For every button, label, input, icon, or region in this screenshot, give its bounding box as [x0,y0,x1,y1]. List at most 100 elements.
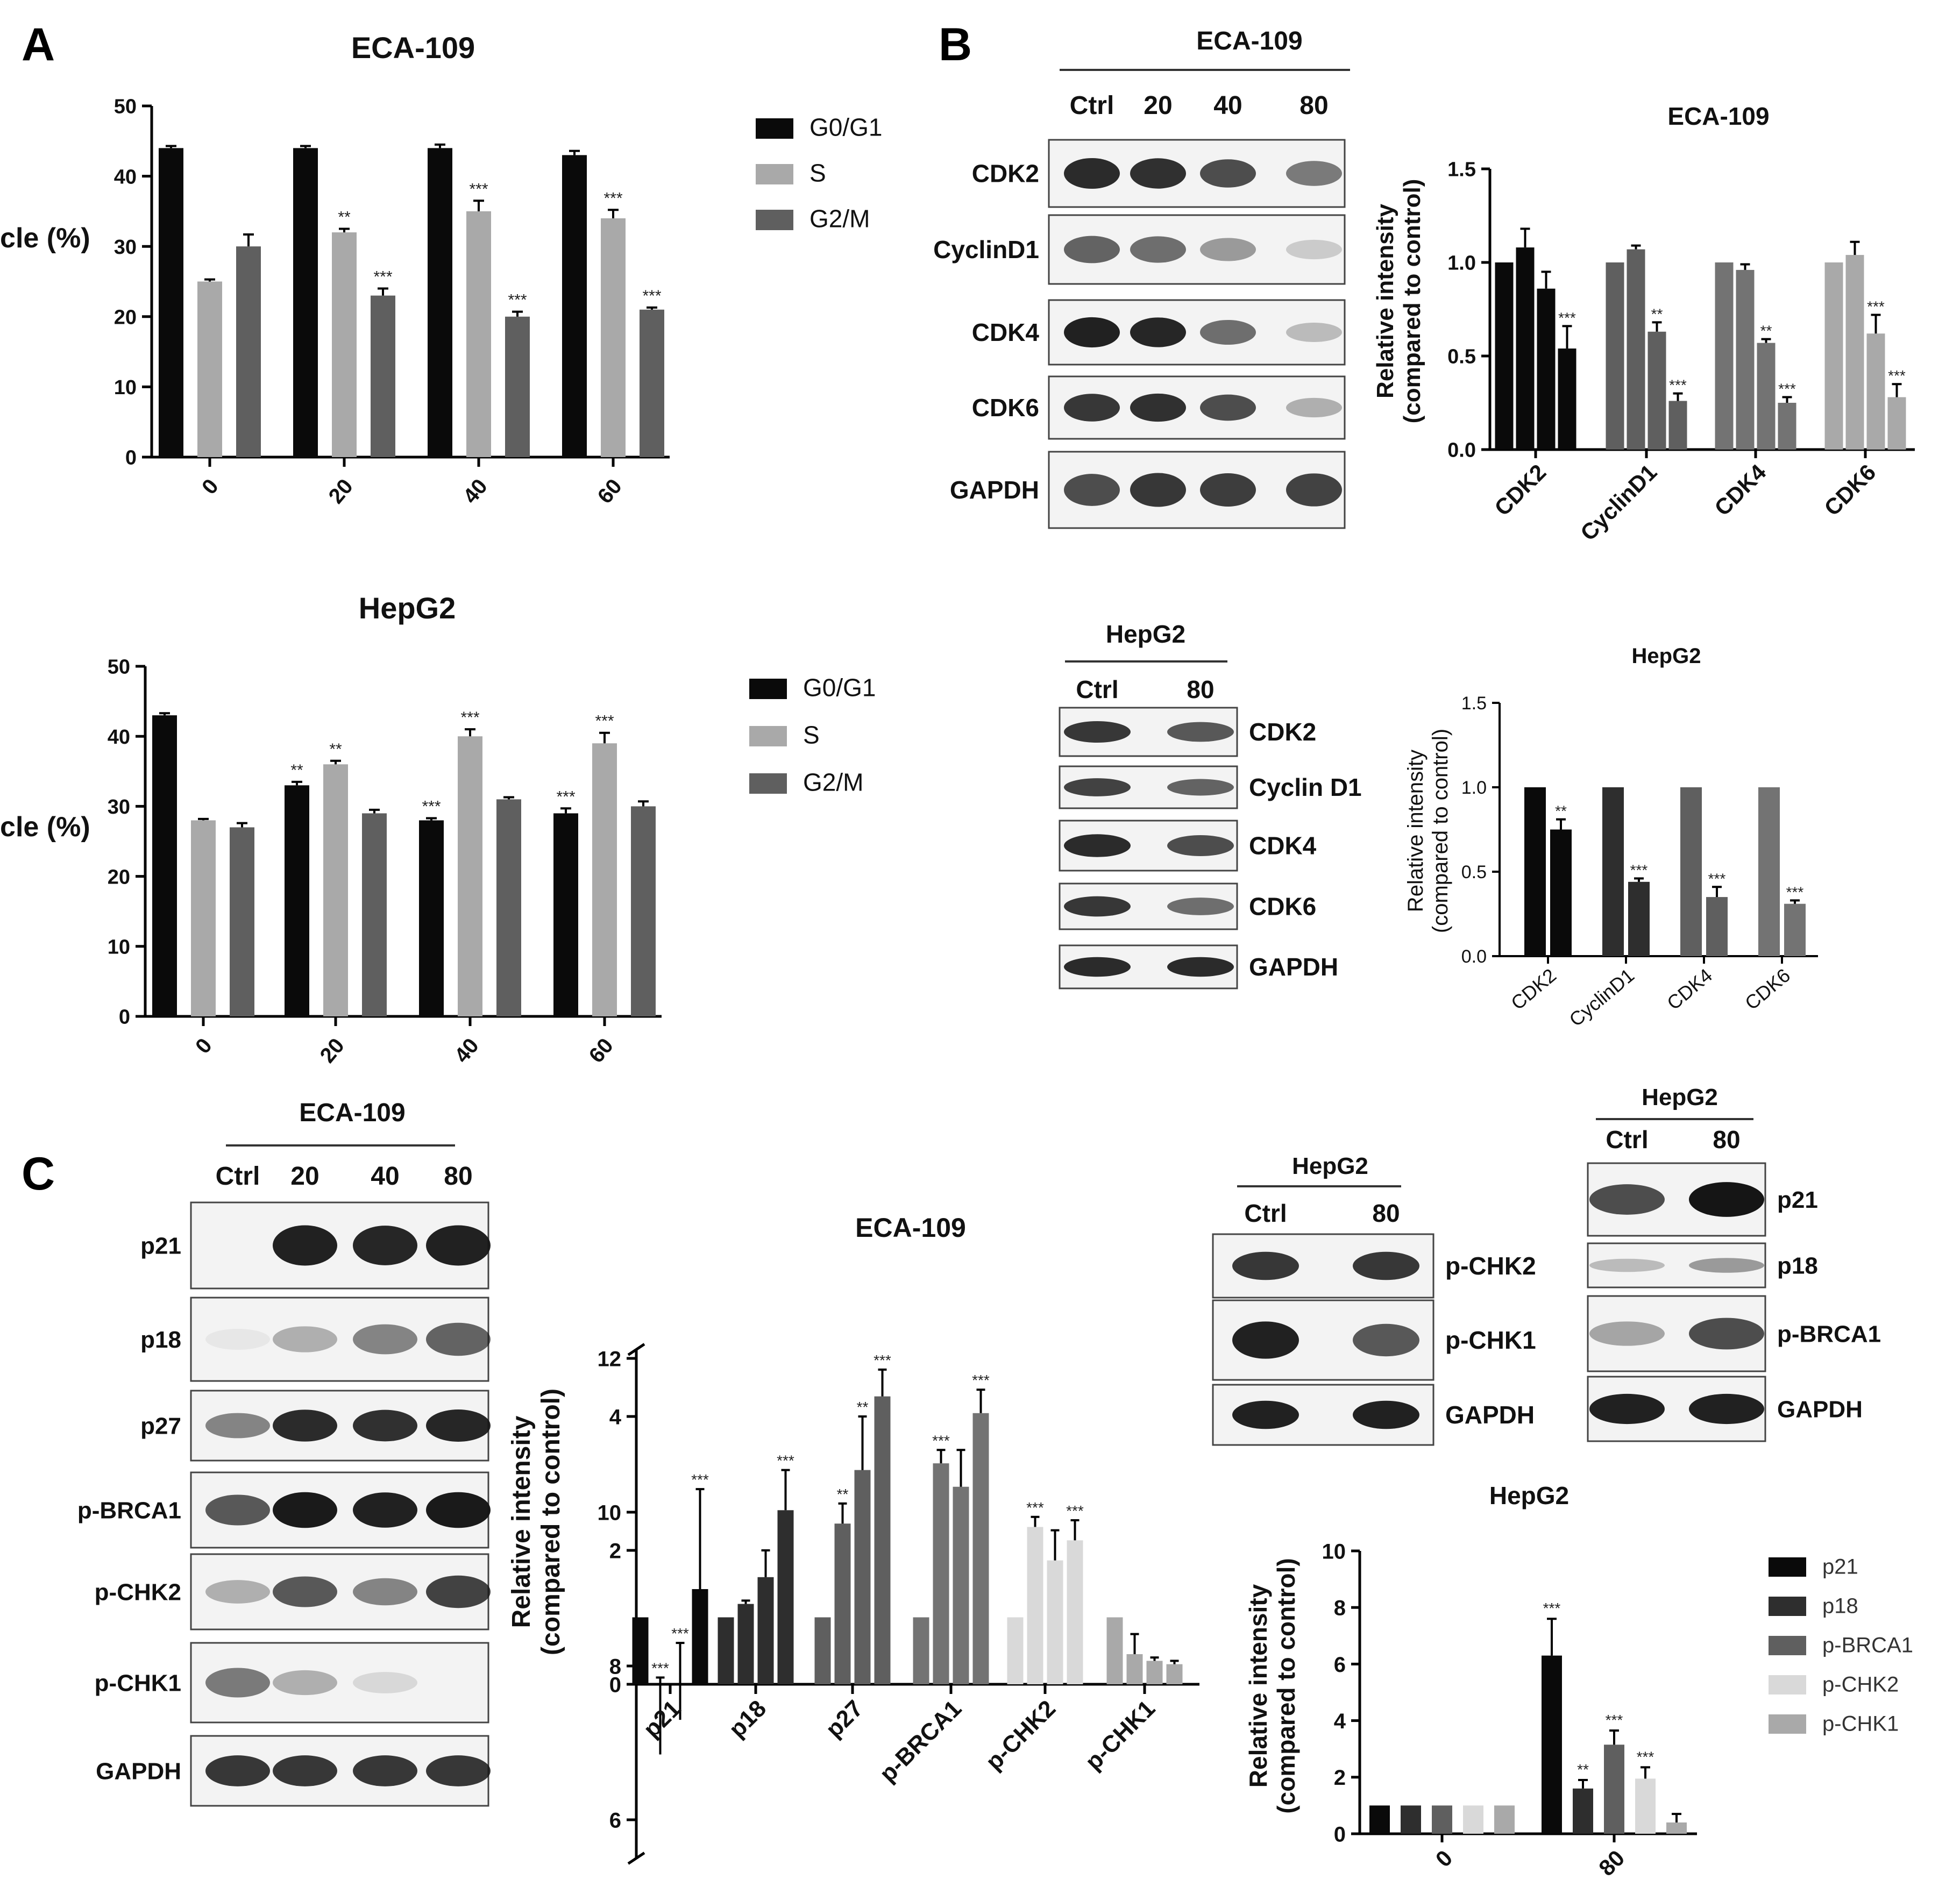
blot-band [1689,1393,1764,1425]
bar [323,764,348,1016]
blot-row-label: CyclinD1 [933,236,1039,264]
x-tick-label: CDK6 [1741,964,1794,1014]
western-blot-hepg2-c2: HepG2 Ctrl 80 p21 p18 p-BRCA1 GAPDH [1587,1084,1881,1442]
blot-band [1286,473,1342,507]
x-tick-label: CyclinD1 [1565,964,1638,1031]
blot-band [1232,1251,1299,1280]
significance-mark: *** [1708,870,1726,887]
bar [874,1396,891,1684]
bar [505,316,530,457]
bar [1606,262,1624,450]
significance-mark: *** [651,1660,669,1676]
bar [419,820,444,1016]
chart-title: HepG2 [1489,1482,1569,1509]
bar [601,218,626,457]
bar [1604,1745,1624,1834]
blot-band [426,1755,491,1786]
significance-mark: *** [1669,377,1687,394]
lane-label: 80 [1187,675,1214,703]
bar [1845,255,1864,450]
significance-mark: *** [972,1372,990,1389]
legend-label: G2/M [809,204,870,232]
y-tick-label: 1.0 [1461,778,1487,798]
blot-band [1200,394,1256,421]
y-axis-label: Relative intensity [507,1415,536,1628]
legend-label: G0/G1 [809,113,883,141]
y-tick-label: 0 [609,1673,621,1697]
blot-band [1232,1321,1299,1359]
bar [1047,1560,1063,1684]
blot-band [1167,835,1234,857]
bar [640,309,664,457]
significance-mark: *** [1786,884,1804,900]
significance-mark: *** [595,713,614,730]
blot-row-label: p18 [140,1327,181,1353]
bar [466,211,491,457]
blot-band [205,1755,270,1786]
significance-mark: ** [837,1486,849,1503]
significance-mark: ** [1651,305,1663,322]
blot-band [1589,1321,1665,1346]
blot-row-label: p-BRCA1 [1777,1321,1881,1347]
x-tick-label: p21 [638,1695,686,1742]
significance-mark: *** [1637,1748,1654,1765]
panel-letter-c: C [22,1148,55,1200]
blot-band [1286,397,1342,418]
y-tick-label: 20 [114,306,137,329]
lane-label: 80 [444,1162,472,1191]
x-tick-label: p27 [821,1695,868,1742]
legend-label: p18 [1822,1594,1858,1618]
lane-label: 80 [1372,1199,1400,1227]
blot-band [1167,722,1234,742]
bar [757,1577,774,1684]
western-blot-eca-c: ECA-109 Ctrl 20 40 80 p21 p18 p27 p-BRCA1 p-CHK2 p… [77,1099,491,1807]
y-tick-label: 1.0 [1447,252,1476,275]
legend-label: S [809,159,826,187]
significance-mark: *** [1606,1712,1623,1728]
y-tick-label: 12 [598,1347,622,1371]
y-axis-label: Relative intensity [1372,204,1398,398]
blot-band [1064,721,1131,743]
y-tick-label: 50 [108,656,130,679]
lane-label: Ctrl [1076,675,1118,703]
chart-title: ECA-109 [855,1213,966,1243]
blot-band [1200,238,1256,261]
significance-mark: ** [1577,1761,1589,1778]
blot-band [1064,394,1120,422]
bar [1463,1805,1483,1834]
bar [953,1486,969,1684]
y-axis-label: (compared to control) [537,1389,565,1655]
blot-row-label: p18 [1777,1252,1818,1279]
significance-mark: *** [691,1471,709,1488]
blot-row-label: CDK4 [1249,832,1317,860]
blot-band [1130,236,1186,263]
blot-band [353,1409,417,1442]
bar [777,1510,794,1684]
blot-band [1064,317,1120,348]
bar [692,1589,708,1684]
significance-mark: *** [422,798,441,816]
y-axis-label: Cell cycle (%) [0,223,90,254]
bar [1494,1805,1515,1834]
blot-row-label: GAPDH [1445,1401,1535,1429]
x-tick-label: p-CHK2 [981,1695,1061,1775]
blot-band [1167,957,1234,977]
significance-mark: ** [857,1399,869,1415]
legend-label: p-CHK1 [1822,1712,1899,1736]
blot-row-label: CDK2 [972,160,1039,188]
y-tick-label: 8 [609,1655,621,1678]
x-tick-label: 80 [1594,1845,1629,1881]
y-tick-label: 50 [114,96,137,118]
blot-header: ECA-109 [299,1099,405,1127]
bar [1146,1661,1163,1684]
legend-label: G2/M [803,768,863,796]
blot-band [1286,239,1342,260]
legend-swatch [1769,1714,1806,1734]
blot-band [205,1328,270,1350]
bar [1635,1778,1656,1834]
y-tick-label: 1.5 [1447,159,1476,181]
x-tick-label: CDK4 [1663,964,1716,1014]
x-tick-label: p-BRCA1 [875,1695,967,1787]
blot-band [1353,1251,1419,1280]
significance-mark: ** [290,761,303,779]
